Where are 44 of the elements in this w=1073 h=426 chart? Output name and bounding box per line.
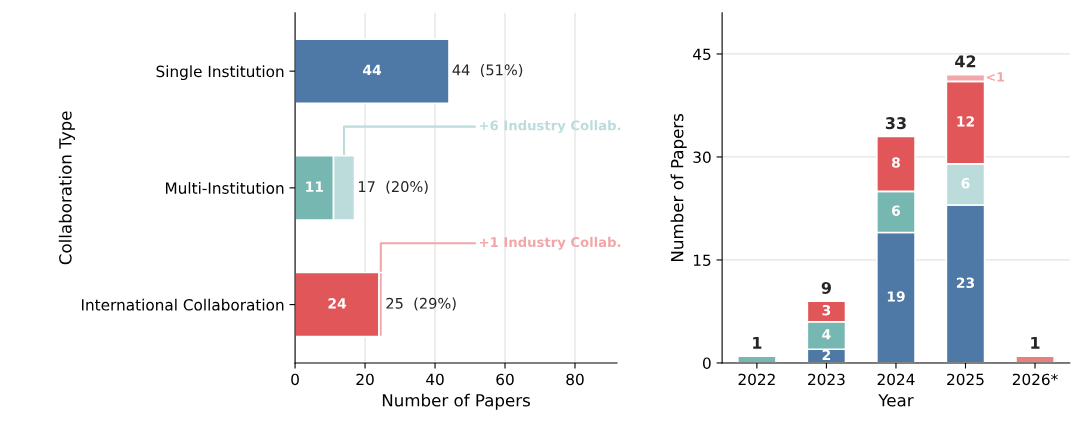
x-tick-label: 40: [426, 373, 444, 386]
data-label: 6: [891, 205, 901, 216]
x-tick-label: 0: [291, 373, 299, 386]
x-tick-label: 2023: [808, 373, 845, 386]
data-label: 11: [306, 181, 324, 192]
data-label: 4: [822, 329, 831, 340]
data-label: 12: [957, 116, 974, 127]
data-label: 3: [822, 304, 831, 316]
annotation: +6 Industry Collab.: [479, 120, 621, 134]
total-label: 44 (51%): [452, 64, 523, 78]
x-tick-label: 2024: [877, 373, 915, 386]
x-tick-label: 2026*: [1012, 373, 1058, 386]
y-tick-label: Multi-Institution: [165, 182, 284, 194]
x-tick-label: 20: [356, 373, 374, 386]
data-label: 8: [891, 157, 900, 168]
x-axis-title: Number of Papers: [382, 393, 530, 410]
x-tick-label: 60: [496, 373, 514, 386]
total-label: 25 (29%): [386, 297, 456, 311]
y-tick-label: 15: [693, 254, 711, 266]
data-label: 6: [961, 177, 970, 189]
y-tick-label: 30: [693, 151, 711, 163]
data-label: 24: [328, 298, 347, 309]
y-axis-title: Number of Papers: [670, 113, 687, 261]
data-label: 23: [956, 277, 975, 289]
total-label: 42: [955, 55, 976, 68]
data-label: 19: [887, 291, 905, 302]
data-label: 44: [363, 64, 382, 75]
data-label: <1: [986, 72, 1004, 82]
total-label: 9: [821, 281, 831, 294]
y-tick-label: 45: [693, 48, 711, 60]
data-label: 2: [822, 349, 831, 360]
x-tick-label: 2025: [947, 373, 984, 386]
total-label: 33: [885, 117, 906, 130]
total-label: 1: [753, 337, 762, 349]
x-tick-label: 2022: [738, 373, 775, 386]
x-axis-title: Year: [878, 394, 914, 407]
total-label: 1: [1031, 337, 1040, 349]
total-label: 17 (20%): [358, 180, 428, 194]
y-tick-label: 0: [703, 357, 711, 369]
x-tick-label: 80: [566, 373, 584, 386]
y-axis-title: Collaboration Type: [58, 111, 75, 265]
y-tick-label: Single Institution: [156, 65, 284, 81]
y-tick-label: International Collaboration: [81, 298, 284, 311]
annotation: +1 Industry Collab.: [479, 236, 621, 250]
